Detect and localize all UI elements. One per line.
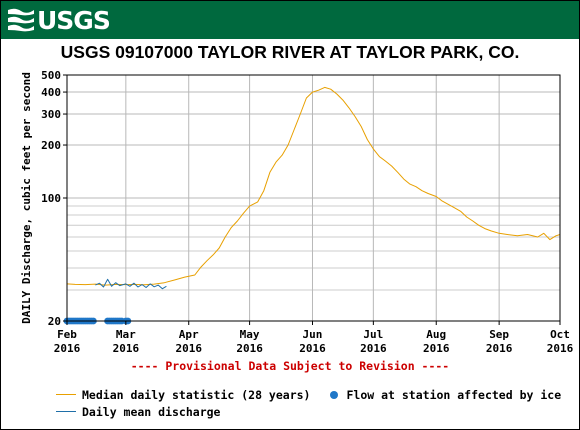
x-tick-label-month: Jul <box>363 328 383 341</box>
x-tick-label-month: May <box>240 328 260 341</box>
x-tick-label-month: Apr <box>179 328 199 341</box>
legend-item-ice: Flow at station affected by ice <box>324 388 561 402</box>
x-tick-label-month: Jun <box>303 328 323 341</box>
x-tick-label-year: 2016 <box>299 342 326 355</box>
x-tick-label-year: 2016 <box>54 342 81 355</box>
series-line-0 <box>66 86 561 286</box>
legend-item-median: Median daily statistic (28 years) <box>56 388 310 402</box>
legend-swatch-median <box>56 394 76 395</box>
x-tick-label-year: 2016 <box>360 342 387 355</box>
x-tick-label-month: Mar <box>116 328 136 341</box>
y-tick-label: 500 <box>41 69 61 82</box>
usgs-logo-text: USGS <box>37 5 111 35</box>
usgs-logo[interactable]: USGS <box>7 5 111 35</box>
x-tick-label-month: Oct <box>550 328 570 341</box>
usgs-header-bar: USGS <box>1 1 579 39</box>
legend-label-median: Median daily statistic (28 years) <box>82 387 311 402</box>
x-tick-label-year: 2016 <box>486 342 513 355</box>
x-tick-label-year: 2016 <box>236 342 263 355</box>
x-tick-label-month: Feb <box>57 328 77 341</box>
provisional-notice: ---- Provisional Data Subject to Revisio… <box>130 359 450 373</box>
x-tick-label-year: 2016 <box>423 342 450 355</box>
usgs-wave-icon <box>8 8 34 32</box>
legend-label-ice: Flow at station affected by ice <box>346 387 562 402</box>
chart-title: USGS 09107000 TAYLOR RIVER AT TAYLOR PAR… <box>60 42 520 62</box>
x-tick-label-month: Aug <box>426 328 446 341</box>
y-tick-label: 100 <box>41 192 61 205</box>
series-line-1 <box>95 278 167 290</box>
x-tick-label-year: 2016 <box>113 342 140 355</box>
legend-swatch-ice <box>330 390 339 399</box>
y-axis-label: DAILY Discharge, cubic feet per second <box>20 72 33 324</box>
y-tick-label: 300 <box>41 108 61 121</box>
x-tick-label-month: Sep <box>489 328 509 341</box>
y-tick-label: 400 <box>41 86 61 99</box>
x-tick-label-year: 2016 <box>175 342 202 355</box>
chart-legend: Median daily statistic (28 years) Flow a… <box>56 386 575 420</box>
y-tick-label: 200 <box>41 139 61 152</box>
legend-swatch-daily-mean <box>56 411 76 412</box>
legend-label-daily-mean: Daily mean discharge <box>82 404 221 419</box>
legend-item-daily-mean: Daily mean discharge <box>56 405 220 419</box>
x-tick-label-year: 2016 <box>547 342 574 355</box>
y-tick-label: 20 <box>48 315 61 328</box>
